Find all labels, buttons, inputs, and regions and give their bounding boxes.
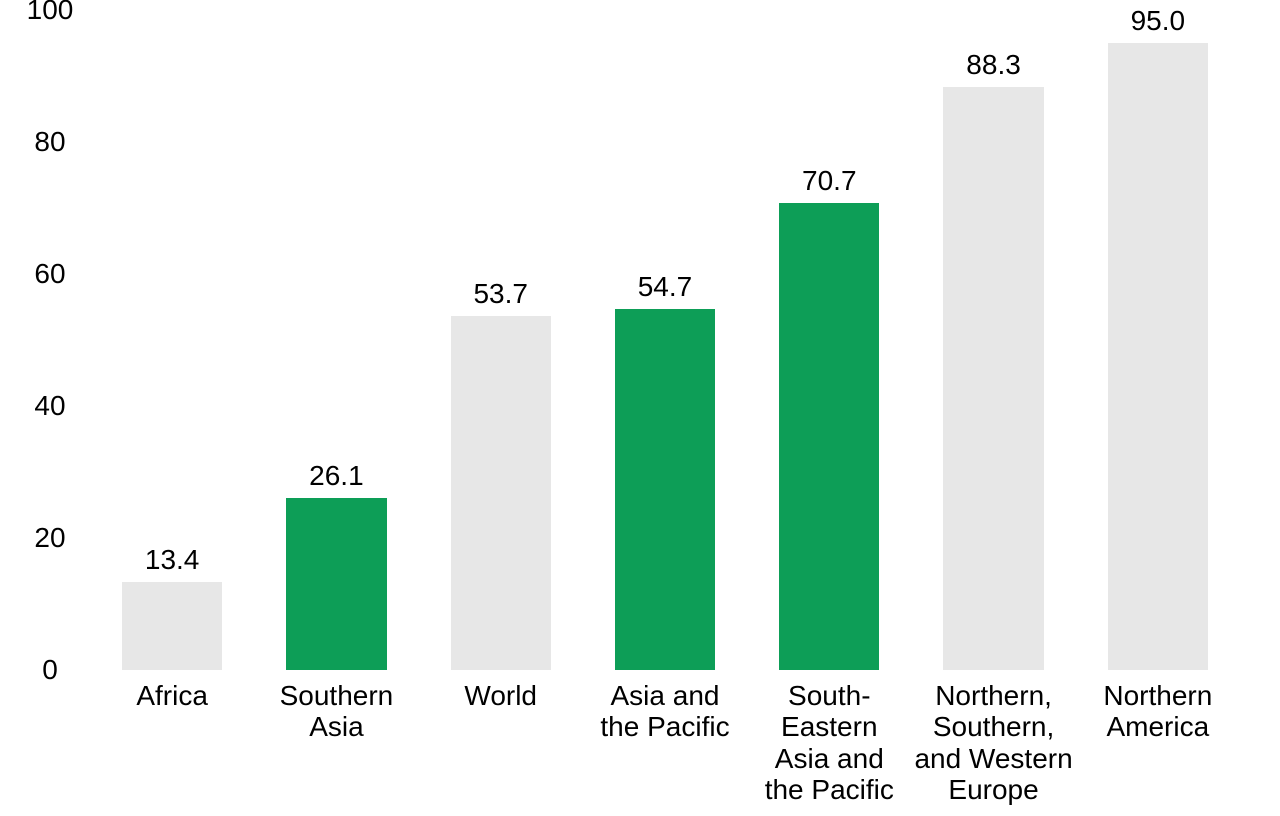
y-tick-label: 40 — [34, 390, 65, 422]
y-tick-label: 20 — [34, 522, 65, 554]
bar: 13.4 — [122, 582, 222, 670]
bar: 95.0 — [1108, 43, 1208, 670]
bar-value-label: 13.4 — [145, 544, 200, 576]
bar-value-label: 26.1 — [309, 460, 364, 492]
bar: 53.7 — [451, 316, 551, 670]
bar-value-label: 70.7 — [802, 165, 857, 197]
bar: 26.1 — [286, 498, 386, 670]
category-label: Asia and the Pacific — [583, 680, 747, 743]
y-tick-label: 0 — [42, 654, 58, 686]
category-label: South-Eastern Asia and the Pacific — [747, 680, 911, 805]
category-label: Africa — [90, 680, 254, 711]
bar-value-label: 53.7 — [473, 278, 528, 310]
category-label: World — [419, 680, 583, 711]
category-label: Southern Asia — [254, 680, 418, 743]
bar-value-label: 54.7 — [638, 271, 693, 303]
bar-value-label: 95.0 — [1131, 5, 1186, 37]
bar-chart: 13.4 26.1 53.7 54.7 70.7 88.3 95.0 0 20 40 60 80 10… — [0, 0, 1280, 816]
bar: 88.3 — [943, 87, 1043, 670]
y-tick-label: 80 — [34, 126, 65, 158]
bar: 70.7 — [779, 203, 879, 670]
bar-value-label: 88.3 — [966, 49, 1021, 81]
category-label: Northern America — [1076, 680, 1240, 743]
category-label: Northern, Southern, and Western Europe — [911, 680, 1075, 805]
plot-area: 13.4 26.1 53.7 54.7 70.7 88.3 95.0 — [90, 10, 1240, 670]
bar: 54.7 — [615, 309, 715, 670]
y-tick-label: 100 — [27, 0, 74, 26]
y-tick-label: 60 — [34, 258, 65, 290]
